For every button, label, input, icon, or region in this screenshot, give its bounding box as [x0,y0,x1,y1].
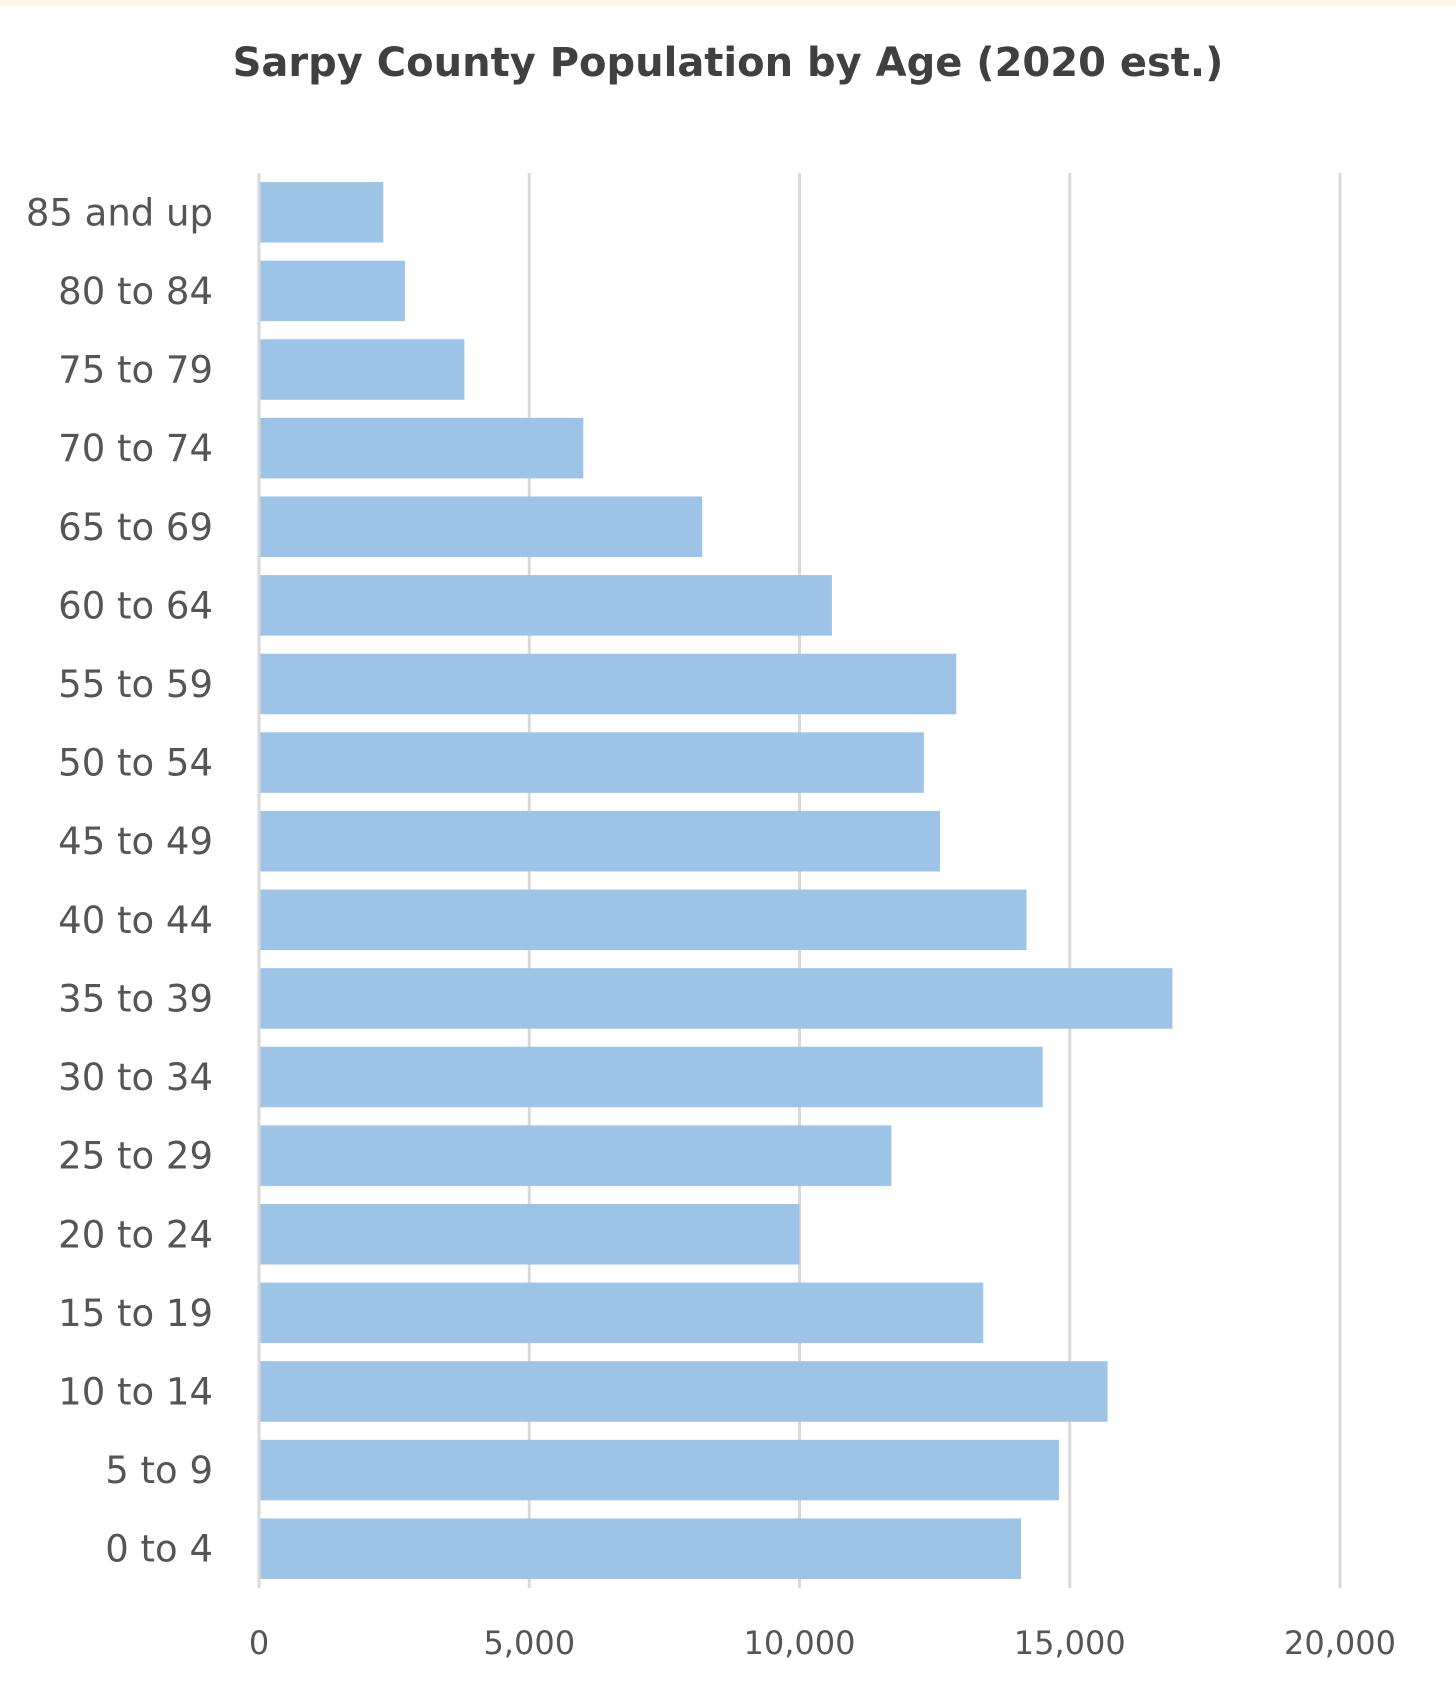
bar [260,1046,1043,1108]
bar [260,1361,1108,1422]
bar [260,575,832,636]
x-tick-label: 20,000 [1284,1624,1396,1662]
category-label: 85 and up [26,191,213,234]
x-tick-label: 0 [249,1624,269,1662]
bar [260,1125,892,1186]
bar [260,968,1173,1029]
x-tick-label: 5,000 [483,1624,575,1662]
category-label: 60 to 64 [58,584,213,627]
bar [260,653,957,715]
bar [260,260,405,322]
bar [260,1518,1022,1579]
category-labels: 0 to 4 5 to 9 10 to 14 15 to 19 20 to 24 25 t… [26,191,213,1570]
bar [260,339,465,400]
category-label: 75 to 79 [58,349,213,392]
x-tick-labels: 0 5,000 10,000 15,000 20,000 [249,1624,1396,1662]
category-label: 50 to 54 [58,742,213,785]
category-label: 80 to 84 [58,270,213,313]
category-label: 30 to 34 [58,1056,213,1099]
bar [260,732,924,793]
chart-title: Sarpy County Population by Age (2020 est… [232,40,1224,86]
category-label: 35 to 39 [58,977,213,1020]
category-label: 65 to 69 [58,506,213,549]
category-label: 40 to 44 [58,899,213,942]
bar [260,810,941,872]
bars [260,182,1173,1579]
category-label: 70 to 74 [58,427,213,470]
x-tick-label: 15,000 [1014,1624,1126,1662]
bar [260,1282,984,1344]
bar [260,889,1027,951]
category-label: 55 to 59 [58,663,213,706]
category-label: 0 to 4 [105,1528,213,1571]
category-label: 15 to 19 [58,1292,213,1335]
bar [260,182,384,243]
bar [260,417,584,479]
bar [260,1439,1059,1501]
category-label: 45 to 49 [58,820,213,863]
category-label: 20 to 24 [58,1213,213,1256]
x-tick-label: 10,000 [744,1624,856,1662]
category-label: 10 to 14 [58,1370,213,1413]
category-label: 5 to 9 [105,1449,213,1492]
bar [260,496,703,558]
bar [260,1203,800,1265]
gridlines [257,173,1342,1588]
top-strip [0,0,1456,6]
category-label: 25 to 29 [58,1135,213,1178]
